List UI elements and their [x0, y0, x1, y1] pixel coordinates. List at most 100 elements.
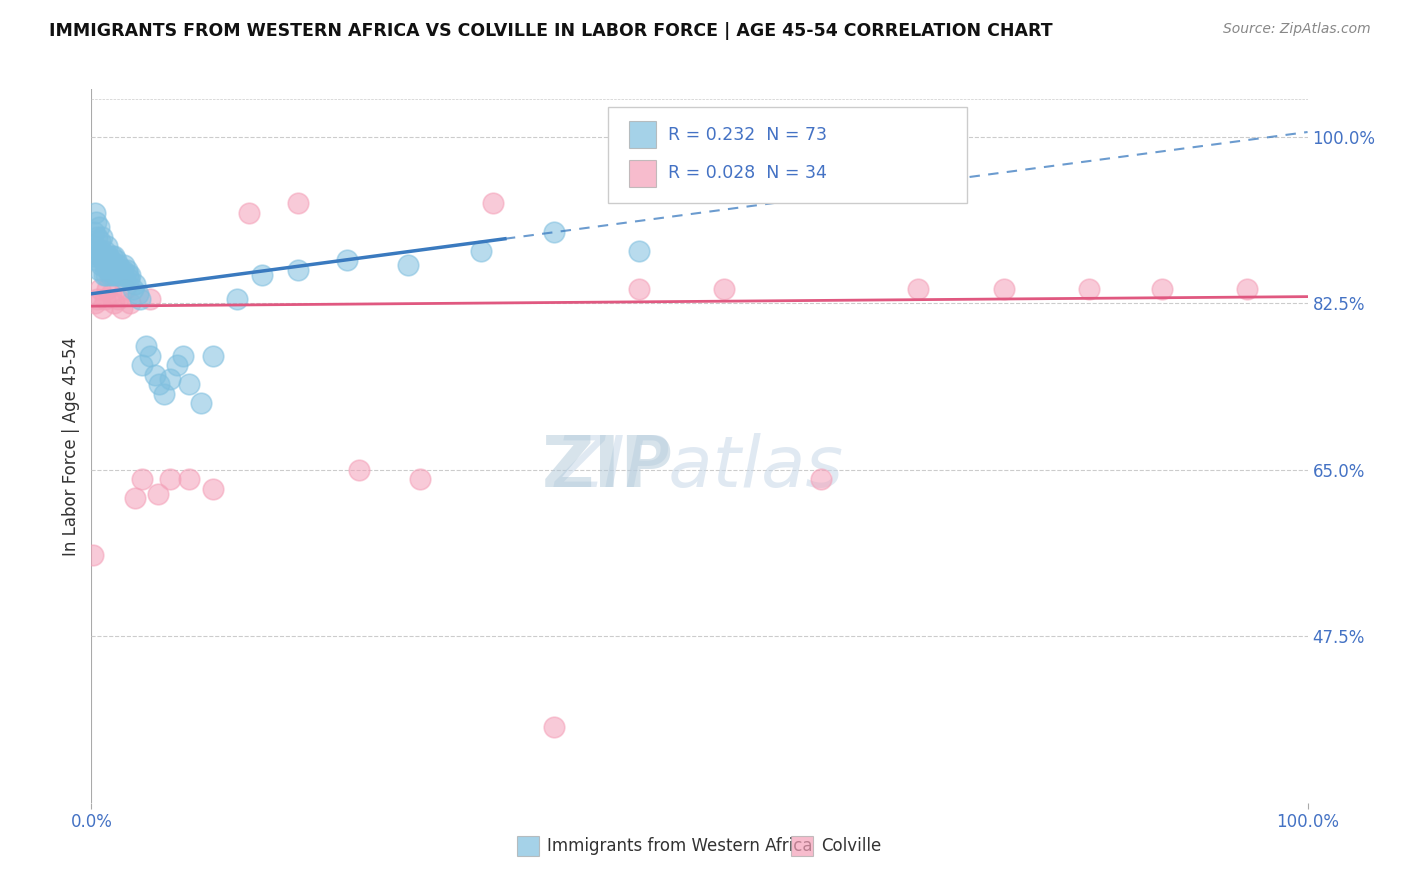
Point: [111, 263, 134, 277]
Point: [409, 472, 432, 486]
Point: [166, 358, 188, 372]
Point: [713, 282, 735, 296]
Point: [907, 282, 929, 296]
Point: [120, 268, 142, 282]
Point: [993, 282, 1015, 296]
Point: [98, 268, 121, 282]
Point: [104, 253, 127, 268]
Point: [82, 249, 104, 263]
Point: [89, 282, 111, 296]
Point: [103, 268, 125, 282]
Point: [82, 549, 104, 563]
Point: [627, 244, 650, 258]
Point: [470, 244, 492, 258]
Point: [129, 292, 152, 306]
Point: [100, 253, 122, 268]
Point: [84, 239, 107, 253]
Point: [86, 229, 108, 244]
Point: [84, 296, 107, 310]
Point: [86, 292, 108, 306]
Text: IMMIGRANTS FROM WESTERN AFRICA VS COLVILLE IN LABOR FORCE | AGE 45-54 CORRELATIO: IMMIGRANTS FROM WESTERN AFRICA VS COLVIL…: [49, 22, 1053, 40]
Point: [117, 268, 139, 282]
Point: [105, 263, 128, 277]
Point: [84, 206, 107, 220]
Point: [89, 235, 111, 249]
Point: [90, 244, 112, 258]
Point: [91, 301, 114, 315]
Point: [84, 253, 107, 268]
Point: [159, 472, 181, 486]
Point: [98, 258, 121, 272]
Point: [120, 296, 142, 310]
Point: [107, 258, 129, 272]
Point: [124, 277, 146, 292]
Point: [103, 249, 125, 263]
Point: [177, 472, 200, 486]
Point: [93, 268, 115, 282]
Point: [543, 720, 565, 734]
Point: [396, 258, 419, 272]
Point: [91, 229, 114, 244]
Text: R = 0.028  N = 34: R = 0.028 N = 34: [668, 164, 827, 182]
Point: [250, 268, 273, 282]
Point: [202, 349, 225, 363]
Point: [87, 263, 110, 277]
Bar: [517, 837, 538, 856]
Point: [94, 244, 117, 258]
Bar: [628, 160, 655, 187]
Point: [101, 249, 124, 263]
Point: [94, 292, 117, 306]
Point: [96, 239, 118, 253]
Point: [107, 292, 129, 306]
Point: [148, 377, 170, 392]
Text: Immigrants from Western Africa: Immigrants from Western Africa: [547, 838, 813, 855]
Point: [1236, 282, 1258, 296]
Text: Source: ZipAtlas.com: Source: ZipAtlas.com: [1223, 22, 1371, 37]
Point: [118, 272, 141, 286]
Point: [97, 249, 120, 263]
Point: [153, 386, 176, 401]
Point: [131, 472, 153, 486]
Point: [810, 472, 832, 486]
Point: [103, 296, 125, 310]
Point: [96, 282, 118, 296]
Point: [96, 253, 118, 268]
Point: [83, 225, 105, 239]
Point: [86, 244, 108, 258]
Point: [94, 258, 117, 272]
Point: [127, 286, 149, 301]
Y-axis label: In Labor Force | Age 45-54: In Labor Force | Age 45-54: [62, 336, 80, 556]
Point: [135, 339, 157, 353]
Point: [810, 149, 832, 163]
Point: [627, 282, 650, 296]
Point: [114, 272, 136, 286]
Text: Colville: Colville: [821, 838, 882, 855]
Point: [226, 292, 249, 306]
Point: [202, 482, 225, 496]
Point: [111, 268, 134, 282]
Point: [347, 463, 370, 477]
Point: [177, 377, 200, 392]
Point: [139, 349, 162, 363]
Point: [93, 253, 115, 268]
Point: [115, 263, 138, 277]
Point: [287, 263, 309, 277]
Point: [112, 258, 135, 272]
Bar: [628, 121, 655, 148]
Point: [97, 263, 120, 277]
Point: [543, 225, 565, 239]
Point: [84, 215, 107, 229]
Point: [481, 196, 503, 211]
Point: [139, 292, 162, 306]
Point: [87, 220, 110, 235]
Point: [103, 258, 125, 272]
Point: [287, 196, 309, 211]
Point: [131, 358, 153, 372]
Point: [91, 249, 114, 263]
Text: ZIP: ZIP: [543, 433, 675, 502]
Point: [114, 282, 136, 296]
Point: [104, 268, 127, 282]
Point: [1077, 282, 1099, 296]
Point: [108, 268, 131, 282]
Text: R = 0.232  N = 73: R = 0.232 N = 73: [668, 126, 827, 144]
